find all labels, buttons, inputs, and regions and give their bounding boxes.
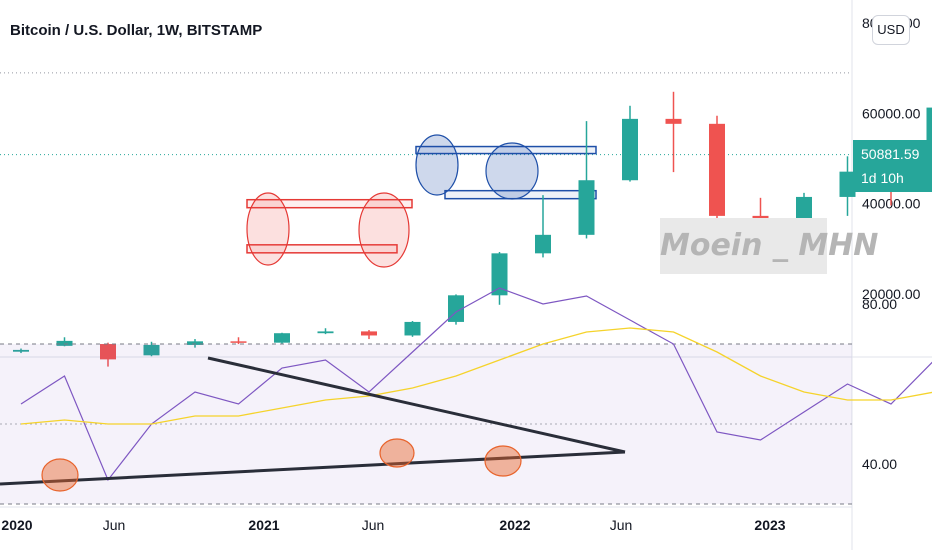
candle-body xyxy=(361,331,377,335)
rsi-highlight-circle xyxy=(485,446,521,476)
author-watermark: Moein _ MHN xyxy=(660,218,827,274)
time-axis-tick-label: 2022 xyxy=(499,517,530,533)
time-axis-tick-label: 2021 xyxy=(248,517,279,533)
candle-body xyxy=(231,341,247,343)
last-price-tag: 50881.59 1d 10h xyxy=(853,140,932,192)
candle-body xyxy=(622,119,638,180)
rsi-highlight-circle xyxy=(380,439,414,467)
candle-body xyxy=(535,235,551,254)
candle-body xyxy=(318,331,334,333)
time-axis-tick-label: Jun xyxy=(362,517,385,533)
time-axis-tick-label: 2020 xyxy=(1,517,32,533)
highlight-circle xyxy=(247,193,289,265)
candle-body xyxy=(579,180,595,235)
time-axis-tick-label: Jun xyxy=(103,517,126,533)
candle-body xyxy=(274,333,290,342)
highlight-circle xyxy=(359,193,409,267)
highlight-circle xyxy=(486,143,538,199)
highlight-circle xyxy=(416,135,458,195)
time-axis-tick-label: Jun xyxy=(610,517,633,533)
currency-button[interactable]: USD xyxy=(872,15,910,45)
price-axis-tick-label: 60000.00 xyxy=(862,105,921,121)
rsi-highlight-circle xyxy=(42,459,78,491)
last-price-value: 50881.59 xyxy=(861,142,932,166)
candle-body xyxy=(492,253,508,295)
candle-body xyxy=(709,124,725,216)
bar-countdown: 1d 10h xyxy=(861,166,932,190)
candle-body xyxy=(666,119,682,124)
chart-title: Bitcoin / U.S. Dollar, 1W, BITSTAMP xyxy=(10,22,262,39)
rsi-axis-tick-label: 40.00 xyxy=(862,456,897,472)
rsi-axis-tick-label: 80.00 xyxy=(862,296,897,312)
candle-body xyxy=(405,322,421,336)
time-axis-tick-label: 2023 xyxy=(754,517,785,533)
